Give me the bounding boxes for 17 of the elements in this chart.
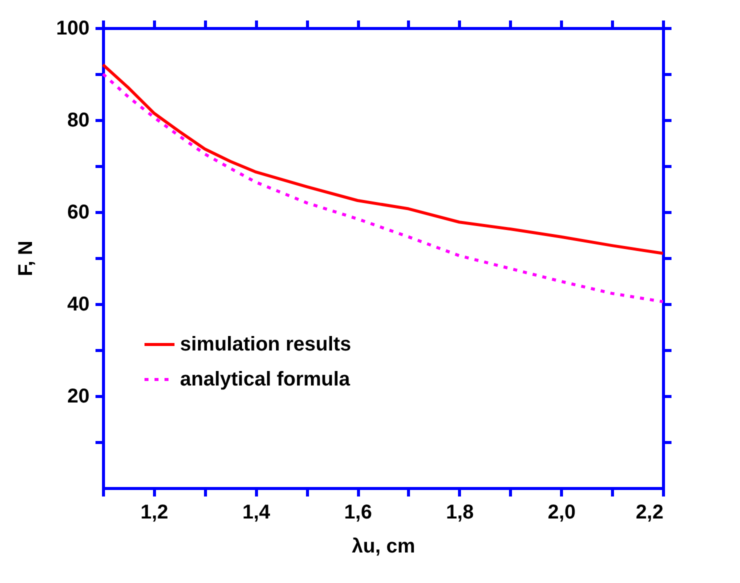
line-series — [102, 63, 664, 255]
line-series — [102, 72, 664, 304]
y-tick-label: 40 — [67, 294, 90, 316]
x-axis-title: λu, cm — [352, 536, 416, 558]
x-tick-label: 2,2 — [636, 502, 664, 524]
x-tick-label: 1,6 — [344, 502, 372, 524]
y-tick-label: 100 — [56, 18, 90, 40]
y-axis-title: F, N — [15, 240, 38, 276]
x-tick-label: 1,2 — [140, 502, 168, 524]
legend-label: analytical formula — [180, 368, 351, 390]
x-tick-label: 1,8 — [446, 502, 474, 524]
y-tick-label: 80 — [67, 110, 90, 132]
y-tick-label: 60 — [67, 202, 90, 224]
x-tick-label: 2,0 — [548, 502, 576, 524]
y-tick-label: 20 — [67, 386, 90, 408]
x-tick-label: 1,4 — [242, 502, 271, 524]
legend-label: simulation results — [180, 334, 352, 356]
